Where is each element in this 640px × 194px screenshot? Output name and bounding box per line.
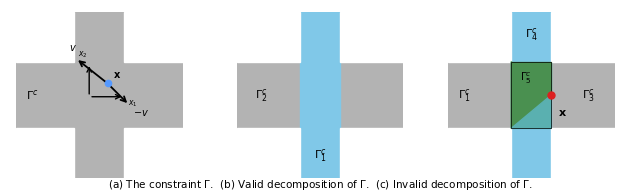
Bar — [551, 128, 614, 178]
Text: $\Gamma_4^c$: $\Gamma_4^c$ — [525, 27, 538, 43]
Text: $\Gamma_1^c$: $\Gamma_1^c$ — [314, 147, 326, 164]
Text: $x_2$: $x_2$ — [78, 49, 88, 60]
Text: (a) The constraint $\Gamma$.  (b) Valid decomposition of $\Gamma$.  (c) Invalid : (a) The constraint $\Gamma$. (b) Valid d… — [108, 178, 532, 192]
Text: $\mathbf{x}$: $\mathbf{x}$ — [113, 70, 121, 80]
Bar — [237, 62, 403, 128]
Bar — [300, 12, 340, 178]
Bar — [74, 12, 124, 178]
Polygon shape — [511, 62, 551, 95]
Bar — [16, 12, 74, 62]
Bar — [448, 128, 511, 178]
Bar — [448, 62, 614, 128]
Text: $\Gamma_1^c$: $\Gamma_1^c$ — [458, 87, 471, 104]
Text: $x_1$: $x_1$ — [127, 98, 137, 109]
Text: $\Gamma^c$: $\Gamma^c$ — [26, 88, 38, 102]
Polygon shape — [511, 62, 551, 128]
Bar — [237, 12, 300, 62]
Bar — [340, 12, 403, 62]
Bar — [124, 12, 182, 62]
Bar — [237, 128, 300, 178]
Text: $v$: $v$ — [68, 43, 76, 53]
Bar — [16, 128, 74, 178]
Bar — [448, 12, 511, 62]
Bar — [124, 128, 182, 178]
Bar — [340, 128, 403, 178]
Text: $\Gamma_2^c$: $\Gamma_2^c$ — [255, 87, 268, 104]
Text: $\Gamma_3^c$: $\Gamma_3^c$ — [582, 87, 594, 104]
Polygon shape — [511, 95, 551, 128]
Text: $\mathbf{x}$: $\mathbf{x}$ — [558, 108, 567, 118]
Bar — [551, 12, 614, 62]
Bar — [511, 12, 551, 178]
Text: $\Gamma_5^c$: $\Gamma_5^c$ — [520, 71, 532, 86]
Bar — [16, 62, 182, 128]
Text: $-v$: $-v$ — [132, 108, 148, 118]
